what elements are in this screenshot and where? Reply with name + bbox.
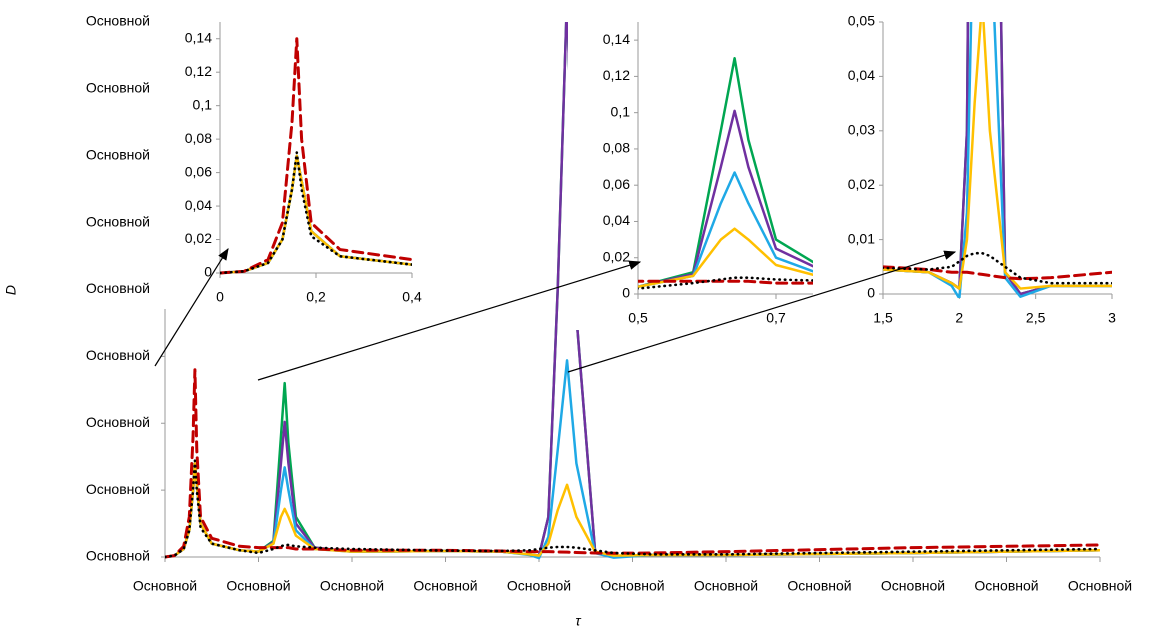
y-tick-label: 0,14 (603, 31, 630, 47)
line-series (165, 368, 1100, 559)
y-tick-label: 0,04 (603, 212, 630, 228)
line-series (165, 462, 1100, 559)
y-tick-label: Основной (86, 548, 150, 564)
line-series (638, 227, 845, 288)
y-axis-label: D (3, 285, 19, 295)
y-tick-label: Основной (86, 347, 150, 363)
arrow (567, 250, 957, 373)
x-tick-label: Основной (881, 578, 945, 594)
x-tick-label: Основной (600, 578, 664, 594)
y-tick-label: 0,06 (185, 163, 212, 179)
arrows (154, 247, 957, 381)
line-series (883, 251, 1112, 285)
curves (883, 22, 1112, 298)
y-tick-label: Основной (86, 414, 150, 430)
inset: 0 0,01 0,02 0,03 0,04 0,05 1,5 2 2,5 3 (813, 13, 1122, 330)
x-tick-label: 0,5 (628, 310, 648, 326)
x-tick-label: Основной (694, 578, 758, 594)
y-tick-label: 0,08 (603, 140, 630, 156)
y-tick-label: 0,12 (603, 67, 630, 83)
line-series (638, 109, 845, 288)
line-series (165, 359, 1100, 560)
line-series (165, 459, 1100, 559)
y-tick-label: Основной (86, 146, 150, 162)
y-tick-label: 0,02 (848, 176, 875, 192)
y-tick-label: 0,02 (603, 248, 630, 264)
inset: 0 0,02 0,04 0,06 0,08 0,1 0,12 0,14 0,5 0,7 (568, 14, 855, 330)
y-tick-label: 0 (867, 285, 875, 301)
curves (165, 22, 1100, 560)
y-tick-label: 0,04 (185, 197, 212, 213)
y-tick-label: 0,1 (193, 96, 213, 112)
x-tick-label: Основной (974, 578, 1038, 594)
y-tick-label: 0,12 (185, 63, 212, 79)
y-tick-label: Основной (86, 80, 150, 96)
x-tick-label: Основной (507, 578, 571, 594)
x-tick-label: 0,2 (306, 289, 326, 305)
arrow (257, 260, 642, 381)
main-plot: Основной Основной Основной Основной Основной… (86, 13, 1132, 594)
x-tick-label: 0,4 (402, 289, 422, 305)
x-tick-label: 0,7 (766, 310, 786, 326)
y-tick-label: Основной (86, 280, 150, 296)
line-series (883, 22, 1112, 296)
inset-background (150, 14, 422, 309)
y-tick-label: Основной (86, 13, 150, 29)
x-tick-label: 3 (1108, 310, 1116, 326)
x-tick-label: Основной (1068, 578, 1132, 594)
y-tick-label: 0 (622, 285, 630, 301)
inset: 0 0,02 0,04 0,06 0,08 0,1 0,12 0,14 0 0,2 0,4 (150, 14, 422, 309)
line-series (638, 57, 845, 288)
x-tick-label: 2 (955, 310, 963, 326)
y-tick-label: 0,06 (603, 176, 630, 192)
x-tick-label: Основной (226, 578, 290, 594)
y-tick-label: 0,14 (185, 29, 212, 45)
plot-area: Основной Основной Основной Основной Основной… (86, 13, 1132, 594)
line-series (883, 265, 1112, 281)
x-tick-label: Основной (413, 578, 477, 594)
x-tick-label: Основной (787, 578, 851, 594)
line-series (220, 151, 412, 275)
x-tick-label: Основной (133, 578, 197, 594)
line-series (220, 37, 412, 275)
y-tick-label: 0,02 (185, 230, 212, 246)
y-tick-label: 0,04 (848, 67, 875, 83)
curves (638, 57, 845, 290)
y-tick-label: 0,08 (185, 130, 212, 146)
y-tick-label: 0,1 (611, 103, 631, 119)
curves (220, 37, 412, 275)
x-tick-label: 1,5 (873, 310, 893, 326)
y-tick-label: 0,05 (848, 13, 875, 29)
line-series (883, 22, 1112, 298)
y-tick-label: 0,01 (848, 230, 875, 246)
line-series (220, 154, 412, 275)
insets: 00,020,040,060,080,10,120,140 0,2 0,4 00,02… (150, 13, 1122, 330)
arrow (154, 247, 229, 367)
x-axis-label: τ (575, 613, 581, 629)
y-tick-label: Основной (86, 481, 150, 497)
y-tick-label: Основной (86, 213, 150, 229)
line-series (638, 171, 845, 288)
line-series (883, 22, 1112, 290)
y-tick-label: 0,03 (848, 122, 875, 138)
x-tick-label: Основной (320, 578, 384, 594)
y-tick-label: 0 (204, 264, 212, 280)
line-series (638, 279, 845, 285)
x-tick-label: 0 (216, 289, 224, 305)
x-tick-label: 2,5 (1026, 310, 1046, 326)
